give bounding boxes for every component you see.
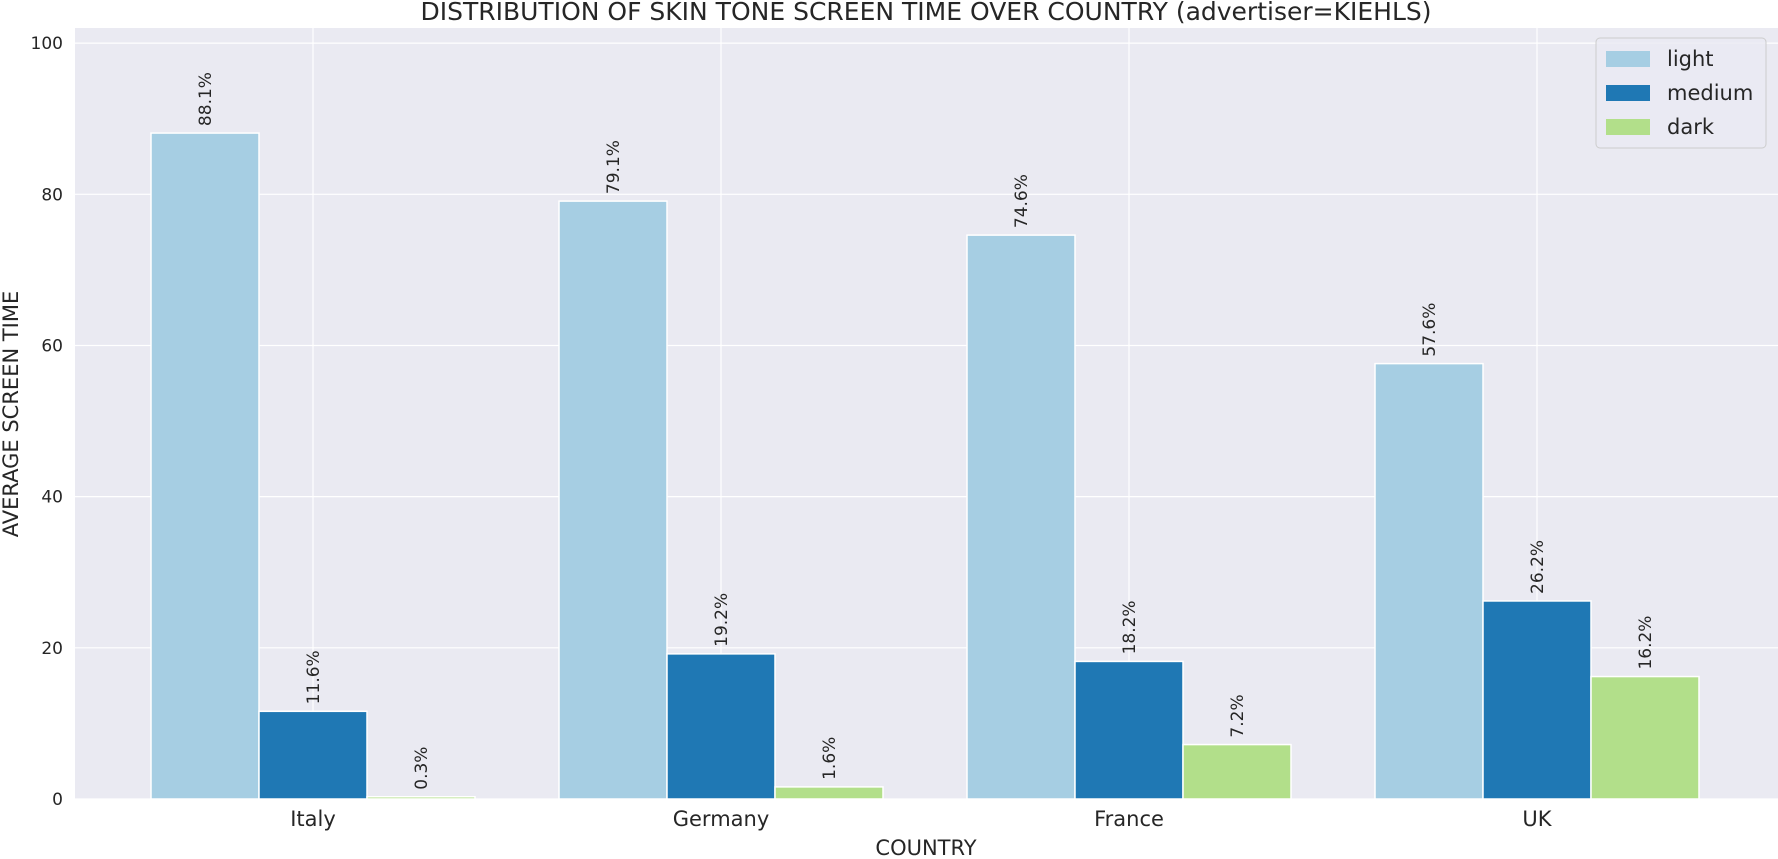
x-tick-label: France [1094,807,1164,831]
data-label: 16.2% [1636,616,1656,670]
data-label: 57.6% [1420,303,1440,357]
bar-medium [1074,660,1184,800]
data-label: 26.2% [1528,540,1548,594]
data-label: 1.6% [820,737,840,780]
data-label: 74.6% [1012,174,1032,228]
legend-swatch-light [1606,51,1650,67]
legend-label-dark: dark [1667,115,1715,139]
legend: light medium dark [1595,37,1767,149]
x-axis-label: COUNTRY [875,836,976,859]
data-label: 88.1% [196,72,216,126]
legend-label-medium: medium [1667,81,1753,105]
x-tick-label: Italy [290,807,336,831]
chart-title: DISTRIBUTION OF SKIN TONE SCREEN TIME OV… [420,0,1431,26]
y-tick-label: 0 [52,790,63,810]
y-tick-label: 80 [41,185,63,205]
bar-light [558,200,668,800]
data-label: 7.2% [1228,694,1248,737]
data-label: 0.3% [412,747,432,790]
x-tick-label: Germany [673,807,770,831]
bar-dark [1182,743,1292,800]
data-labels: 88.1% 11.6% 0.3% 79.1% 19.2% 1.6% 74.6% 18.2% 7.… [196,72,1656,790]
y-tick-label: 20 [41,639,63,659]
bar-light [966,234,1076,800]
x-axis-ticks: Italy Germany France UK [290,807,1553,831]
bar-medium [666,653,776,800]
y-axis-label: AVERAGE SCREEN TIME [0,291,23,538]
bar-dark [1590,675,1700,800]
bar-medium [1482,600,1592,800]
y-tick-label: 40 [41,488,63,508]
data-label: 18.2% [1120,600,1140,654]
bar-dark [366,795,476,800]
data-label: 11.6% [304,650,324,704]
bar-medium [258,710,368,800]
y-tick-label: 60 [41,336,63,356]
legend-swatch-medium [1606,85,1650,101]
bar-light [1374,362,1484,800]
y-tick-label: 100 [31,34,63,54]
bar-dark [774,786,884,800]
x-tick-label: UK [1522,807,1552,831]
data-label: 19.2% [712,593,732,647]
y-axis-ticks: 0 20 40 60 80 100 [31,34,63,810]
bars [150,132,1700,800]
data-label: 79.1% [604,140,624,194]
legend-swatch-dark [1606,119,1650,135]
legend-label-light: light [1667,47,1714,71]
bar-light [150,132,260,800]
